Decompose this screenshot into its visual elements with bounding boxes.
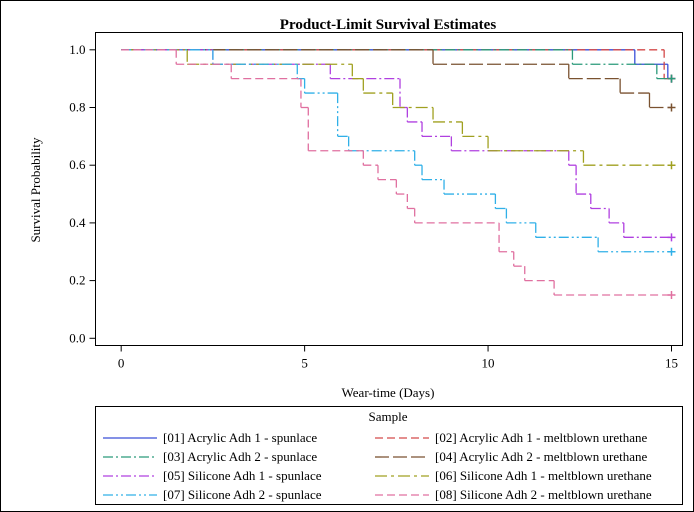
y-tick-label: 0.8 xyxy=(69,100,85,115)
legend-label: [04] Acrylic Adh 2 - meltblown urethane xyxy=(435,449,648,464)
legend-label: [02] Acrylic Adh 1 - meltblown urethane xyxy=(435,430,648,445)
legend-label: [03] Acrylic Adh 2 - spunlace xyxy=(163,449,317,464)
censor-mark xyxy=(667,74,676,83)
y-tick-label: 0.0 xyxy=(69,330,85,345)
legend-frame xyxy=(95,406,683,505)
censor-mark xyxy=(667,247,676,256)
x-axis-label: Wear-time (Days) xyxy=(342,385,435,400)
censor-mark xyxy=(667,161,676,170)
legend-label: [06] Silicone Adh 1 - meltblown urethane xyxy=(435,468,652,483)
legend-label: [01] Acrylic Adh 1 - spunlace xyxy=(163,430,317,445)
plot-frame xyxy=(95,32,683,346)
censor-mark xyxy=(667,103,676,112)
chart-title: Product-Limit Survival Estimates xyxy=(280,17,497,33)
censor-mark xyxy=(667,291,676,300)
legend-label: [08] Silicone Adh 2 - meltblown urethane xyxy=(435,487,652,502)
y-tick-label: 0.2 xyxy=(69,273,85,288)
x-tick-label: 0 xyxy=(118,356,125,371)
x-tick-label: 5 xyxy=(301,356,308,371)
y-tick-label: 0.6 xyxy=(69,157,86,172)
legend-title: Sample xyxy=(369,409,408,424)
x-tick-label: 15 xyxy=(665,356,678,371)
y-axis-label: Survival Probability xyxy=(28,137,43,243)
y-tick-label: 0.4 xyxy=(69,215,86,230)
legend-label: [07] Silicone Adh 2 - spunlace xyxy=(163,487,322,502)
censor-mark xyxy=(667,233,676,242)
legend-label: [05] Silicone Adh 1 - spunlace xyxy=(163,468,322,483)
y-tick-label: 1.0 xyxy=(69,42,85,57)
x-tick-label: 10 xyxy=(482,356,495,371)
